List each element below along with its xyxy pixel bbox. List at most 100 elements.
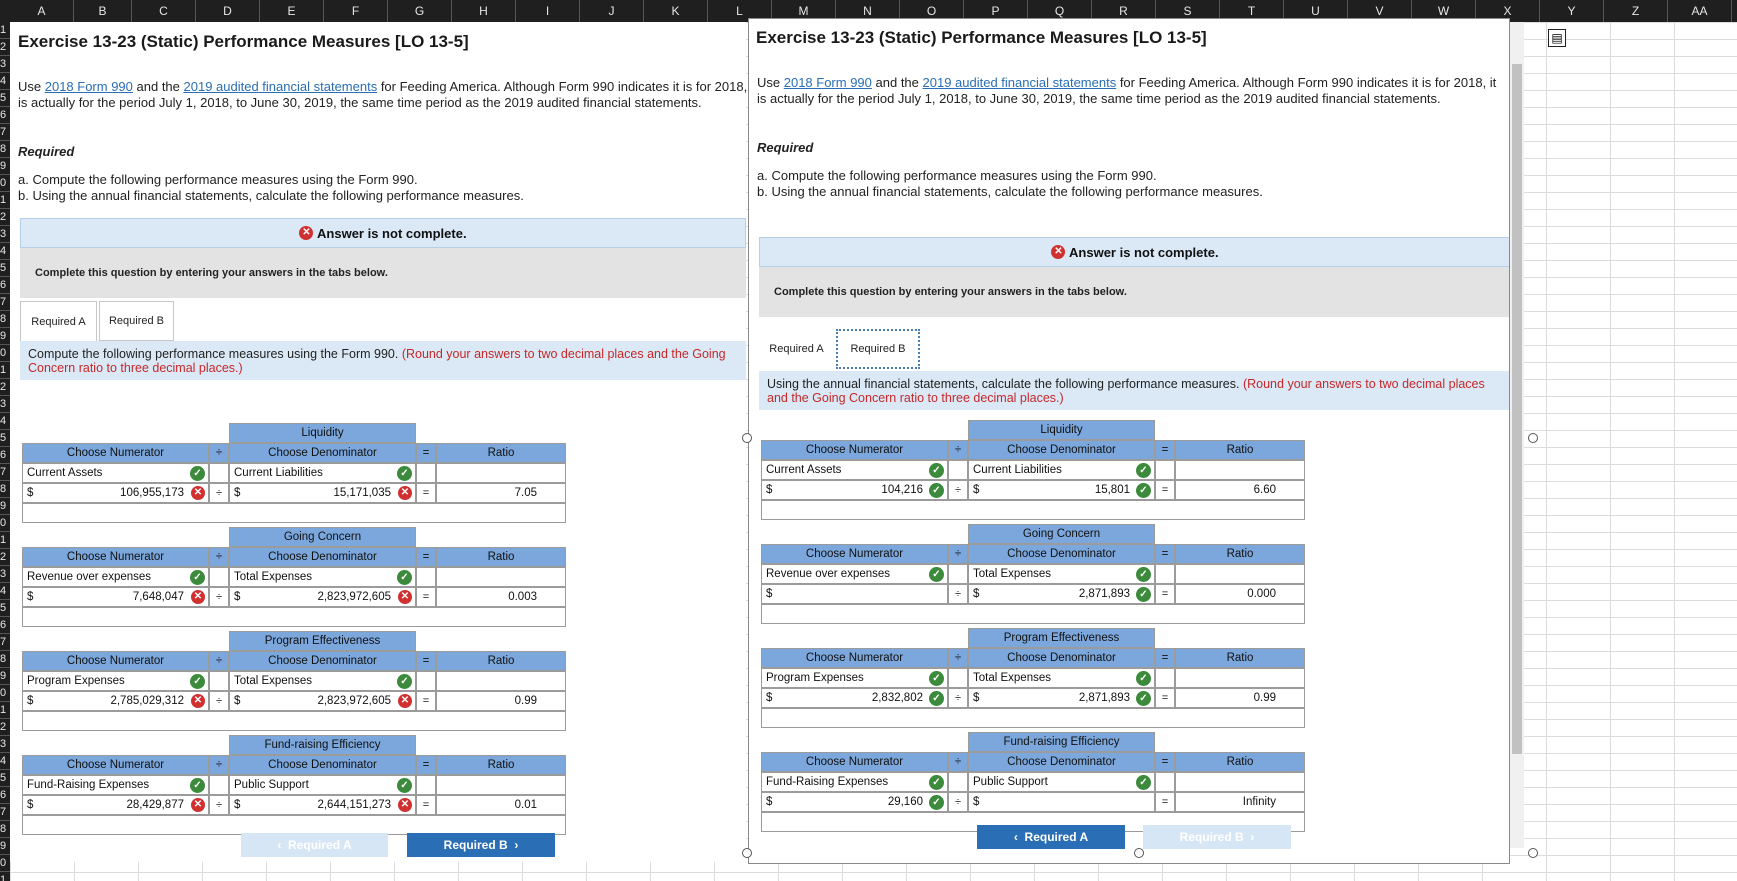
next-required-b-button[interactable]: Required B ›: [1143, 825, 1291, 849]
denominator-input[interactable]: $2,871,893 ✓: [968, 688, 1155, 708]
tab-required-a[interactable]: Required A: [759, 329, 834, 369]
column-header[interactable]: O: [900, 0, 964, 22]
numerator-input[interactable]: $2,832,802 ✓: [761, 688, 948, 708]
row-header[interactable]: 0: [0, 515, 10, 532]
denominator-input[interactable]: $2,823,972,605 ✕: [229, 587, 416, 607]
column-header[interactable]: AA: [1668, 0, 1732, 22]
ratio-value[interactable]: 0.99: [436, 691, 566, 711]
row-header[interactable]: 6: [0, 107, 10, 124]
numerator-select[interactable]: Current Assets ✓: [22, 463, 209, 483]
denominator-select[interactable]: Public Support ✓: [968, 772, 1155, 792]
row-header[interactable]: 6: [0, 787, 10, 804]
column-header[interactable]: A: [10, 0, 74, 22]
resize-handle-bottom-left[interactable]: [742, 848, 752, 858]
column-header[interactable]: F: [324, 0, 388, 22]
column-header[interactable]: M: [772, 0, 836, 22]
row-header[interactable]: 1: [0, 192, 10, 209]
column-header[interactable]: W: [1412, 0, 1476, 22]
column-header[interactable]: G: [388, 0, 452, 22]
column-header[interactable]: I: [516, 0, 580, 22]
row-header[interactable]: 5: [0, 260, 10, 277]
row-header[interactable]: 1: [0, 22, 10, 39]
ratio-value[interactable]: 0.003: [436, 587, 566, 607]
row-header[interactable]: 7: [0, 804, 10, 821]
numerator-select[interactable]: Revenue over expenses ✓: [761, 564, 948, 584]
row-header[interactable]: 7: [0, 464, 10, 481]
row-header[interactable]: 6: [0, 617, 10, 634]
column-header[interactable]: Y: [1540, 0, 1604, 22]
denominator-input[interactable]: $15,801 ✓: [968, 480, 1155, 500]
row-header[interactable]: 1: [0, 872, 10, 881]
resize-handle-bottom[interactable]: [1134, 848, 1144, 858]
column-header[interactable]: H: [452, 0, 516, 22]
row-header[interactable]: 9: [0, 668, 10, 685]
row-header[interactable]: 6: [0, 277, 10, 294]
row-header[interactable]: 4: [0, 243, 10, 260]
row-header[interactable]: 7: [0, 294, 10, 311]
column-header[interactable]: C: [132, 0, 196, 22]
row-header[interactable]: 0: [0, 685, 10, 702]
row-header[interactable]: 4: [0, 583, 10, 600]
numerator-select[interactable]: Program Expenses ✓: [761, 668, 948, 688]
ratio-value[interactable]: Infinity: [1175, 792, 1305, 812]
row-header[interactable]: 9: [0, 498, 10, 515]
denominator-input[interactable]: $: [968, 792, 1155, 812]
denominator-input[interactable]: $2,871,893 ✓: [968, 584, 1155, 604]
row-header[interactable]: 3: [0, 226, 10, 243]
row-header[interactable]: 8: [0, 141, 10, 158]
column-header[interactable]: J: [580, 0, 644, 22]
row-header[interactable]: 9: [0, 158, 10, 175]
row-header[interactable]: 8: [0, 821, 10, 838]
column-header[interactable]: R: [1092, 0, 1156, 22]
row-header[interactable]: 7: [0, 124, 10, 141]
row-header[interactable]: 4: [0, 413, 10, 430]
row-header[interactable]: 4: [0, 753, 10, 770]
row-header[interactable]: 1: [0, 702, 10, 719]
column-header[interactable]: D: [196, 0, 260, 22]
numerator-select[interactable]: Current Assets ✓: [761, 460, 948, 480]
column-header[interactable]: V: [1348, 0, 1412, 22]
row-header[interactable]: 2: [0, 39, 10, 56]
row-header[interactable]: 9: [0, 328, 10, 345]
row-header[interactable]: 3: [0, 396, 10, 413]
row-header[interactable]: 0: [0, 345, 10, 362]
row-header[interactable]: 4: [0, 73, 10, 90]
column-header[interactable]: T: [1220, 0, 1284, 22]
numerator-input[interactable]: $2,785,029,312 ✕: [22, 691, 209, 711]
denominator-input[interactable]: $2,644,151,273 ✕: [229, 795, 416, 815]
row-header[interactable]: 1: [0, 532, 10, 549]
numerator-input[interactable]: $104,216 ✓: [761, 480, 948, 500]
row-header[interactable]: 6: [0, 447, 10, 464]
column-header[interactable]: Z: [1604, 0, 1668, 22]
row-header[interactable]: 5: [0, 770, 10, 787]
resize-handle-bottom-right[interactable]: [1528, 848, 1538, 858]
financial-statements-link[interactable]: 2019 audited financial statements: [183, 79, 378, 94]
row-header[interactable]: 0: [0, 855, 10, 872]
numerator-select[interactable]: Program Expenses ✓: [22, 671, 209, 691]
resize-handle-left[interactable]: [742, 433, 752, 443]
column-header[interactable]: Q: [1028, 0, 1092, 22]
row-header[interactable]: 2: [0, 549, 10, 566]
denominator-input[interactable]: $2,823,972,605 ✕: [229, 691, 416, 711]
row-header[interactable]: 7: [0, 634, 10, 651]
column-header[interactable]: P: [964, 0, 1028, 22]
row-header[interactable]: 8: [0, 481, 10, 498]
financial-statements-link[interactable]: 2019 audited financial statements: [922, 75, 1117, 90]
numerator-input[interactable]: $: [761, 584, 948, 604]
numerator-input[interactable]: $7,648,047 ✕: [22, 587, 209, 607]
numerator-input[interactable]: $29,160 ✓: [761, 792, 948, 812]
tab-required-b[interactable]: Required B: [836, 329, 920, 369]
numerator-input[interactable]: $106,955,173 ✕: [22, 483, 209, 503]
denominator-select[interactable]: Current Liabilities ✓: [968, 460, 1155, 480]
resize-handle-right[interactable]: [1528, 433, 1538, 443]
row-header[interactable]: 3: [0, 566, 10, 583]
ratio-value[interactable]: 7.05: [436, 483, 566, 503]
row-header[interactable]: 2: [0, 379, 10, 396]
row-header[interactable]: 5: [0, 600, 10, 617]
ratio-value[interactable]: 0.000: [1175, 584, 1305, 604]
denominator-input[interactable]: $15,171,035 ✕: [229, 483, 416, 503]
row-header[interactable]: 8: [0, 311, 10, 328]
ratio-value[interactable]: 6.60: [1175, 480, 1305, 500]
denominator-select[interactable]: Total Expenses ✓: [229, 567, 416, 587]
column-header[interactable]: K: [644, 0, 708, 22]
